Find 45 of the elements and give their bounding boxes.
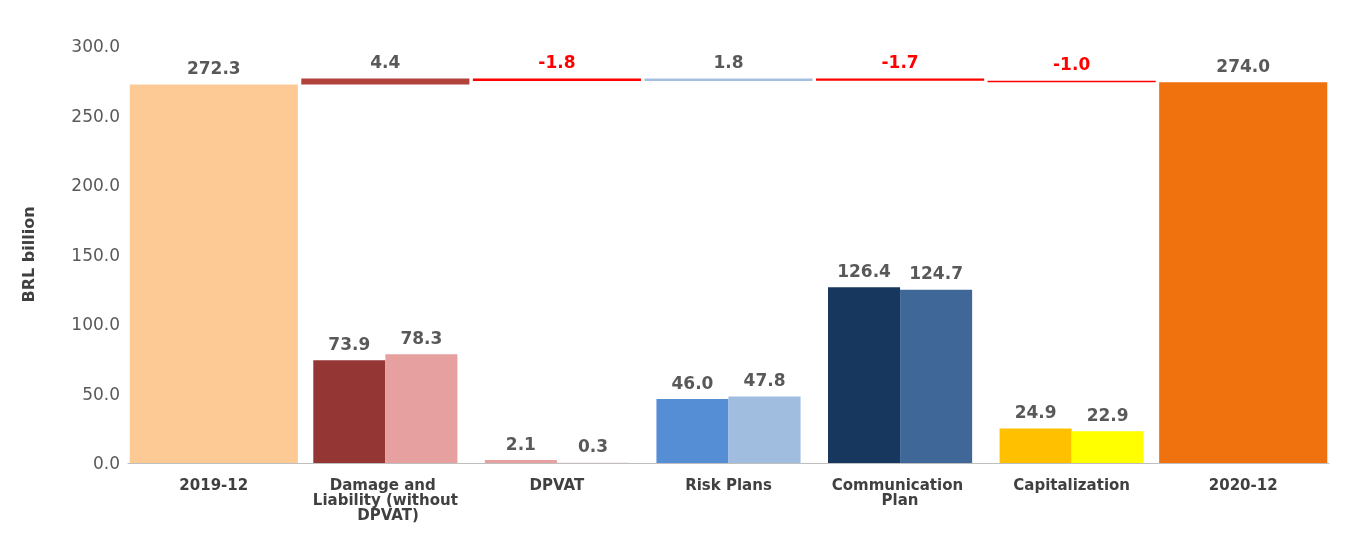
data-label: 46.0 — [671, 372, 714, 393]
data-label: 24.9 — [1014, 401, 1057, 422]
bar — [816, 78, 985, 81]
y-tick-label: 200.0 — [71, 175, 120, 195]
bar — [644, 78, 813, 81]
bar — [129, 84, 298, 463]
bar — [1071, 431, 1144, 463]
y-tick-label: 100.0 — [71, 314, 120, 334]
bar — [999, 428, 1072, 463]
x-tick-label: 2020-12 — [1208, 475, 1278, 494]
y-tick-label: 300.0 — [71, 36, 120, 56]
bar — [656, 399, 729, 463]
data-label: 124.7 — [909, 263, 963, 284]
data-label: 2.1 — [505, 433, 536, 454]
x-tick-label: Damage and Liability (without DPVAT) — [312, 475, 458, 524]
bar — [900, 289, 973, 463]
x-tick-label: Capitalization — [1013, 475, 1131, 494]
x-tick-label: Communication Plan — [831, 475, 969, 509]
y-tick-label: 150.0 — [71, 244, 120, 265]
y-tick-label: 250.0 — [71, 105, 120, 126]
y-tick-label: 50.0 — [82, 383, 120, 404]
data-label: 73.9 — [328, 333, 371, 354]
data-label: 274.0 — [1216, 55, 1271, 76]
data-label: -1.0 — [1053, 54, 1091, 75]
bar — [1159, 82, 1328, 463]
data-label: 126.4 — [837, 260, 892, 281]
data-label: -1.8 — [538, 51, 576, 72]
x-tick-label: Risk Plans — [685, 475, 772, 494]
data-label: 0.3 — [577, 436, 609, 457]
bar — [472, 78, 641, 81]
data-label: 22.9 — [1086, 404, 1129, 425]
x-tick-label: DPVAT — [529, 475, 586, 494]
x-tick-label: 2019-12 — [179, 475, 249, 494]
bar — [301, 78, 470, 85]
bar — [313, 360, 386, 463]
data-label: 272.3 — [186, 58, 241, 78]
data-label: 78.3 — [400, 327, 443, 348]
bar — [828, 287, 901, 463]
bar — [728, 396, 801, 463]
data-label: -1.7 — [881, 51, 919, 72]
data-label: 47.8 — [743, 370, 786, 391]
y-axis-title: BRL billion — [18, 206, 38, 303]
data-label: 4.4 — [370, 51, 401, 72]
data-label: 1.8 — [713, 51, 744, 72]
y-tick-label: 0.0 — [92, 453, 120, 473]
